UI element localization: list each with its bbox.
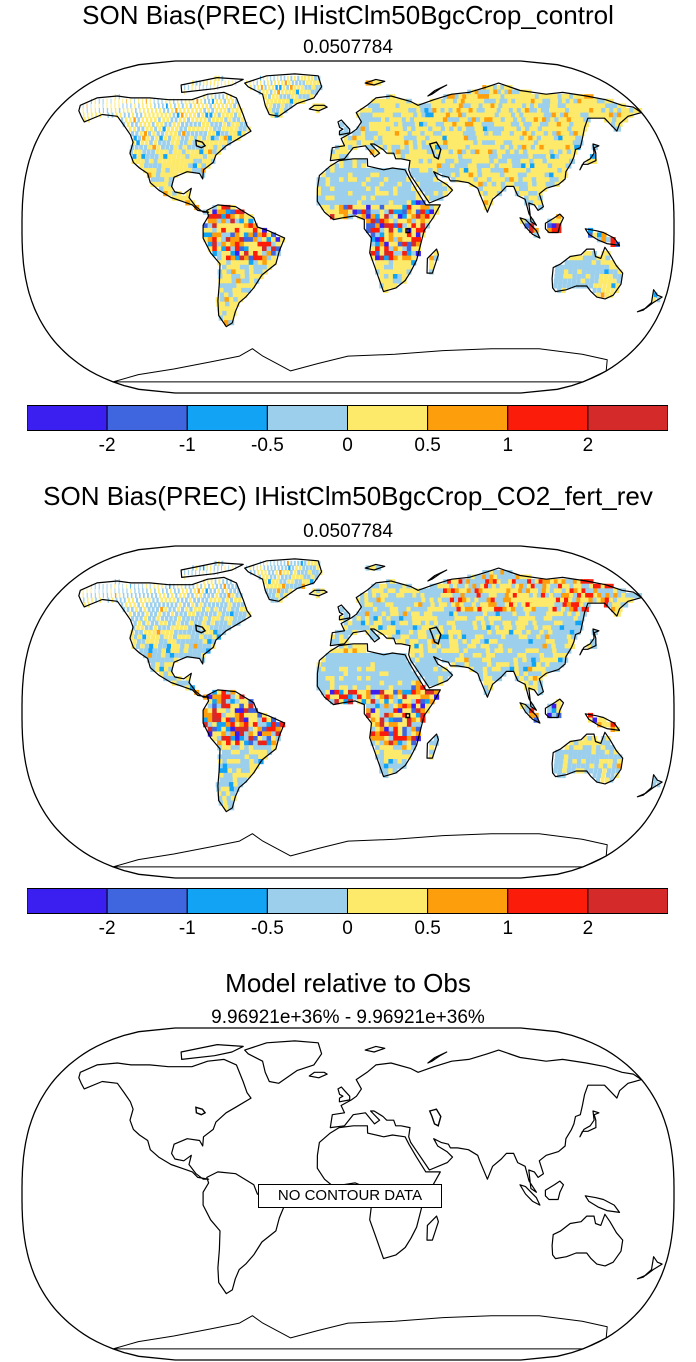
coastlines: [78, 73, 663, 383]
map-boundary: [21, 1027, 675, 1361]
colorbar-tick-label: 0: [342, 918, 353, 939]
colorbar-tick-label: 2: [582, 918, 594, 939]
colorbar-tick-label: -0.5: [251, 435, 284, 456]
colorbar-swatch: [507, 405, 589, 431]
map-boundary: [21, 60, 675, 394]
panel-2-world-map: [21, 545, 675, 879]
panel-3-title: Model relative to Obs: [225, 968, 471, 998]
colorbar-swatch: [587, 888, 668, 914]
colorbar-tick-label: -2: [98, 918, 116, 939]
panel-1-title: SON Bias(PREC) IHistClm50BgcCrop_control: [82, 0, 614, 30]
colorbar-tick-label: 0.5: [414, 918, 441, 939]
panel-1-subtitle: 0.0507784: [303, 37, 393, 58]
colorbar-swatch: [266, 405, 349, 431]
colorbar-swatch: [106, 888, 188, 914]
colorbar-swatch: [266, 888, 349, 914]
no-contour-data-label: NO CONTOUR DATA: [258, 1184, 442, 1208]
panel-1-colorbar: [27, 405, 668, 431]
colorbar-tick-label: -0.5: [251, 918, 284, 939]
panel-2-subtitle: 0.0507784: [303, 521, 393, 542]
colorbar-tick-label: 2: [582, 435, 594, 456]
colorbar-swatch: [186, 405, 268, 431]
colorbar-tick-label: -2: [98, 435, 116, 456]
colorbar-swatch: [427, 405, 509, 431]
panel-2-colorbar: [27, 888, 668, 914]
colorbar-swatch: [347, 888, 429, 914]
panel-1-world-map: [21, 60, 675, 394]
panel-1-colorbar-labels: -2 -1 -0.5 0 0.5 1 2: [0, 435, 696, 459]
coastlines: [78, 1040, 663, 1350]
colorbar-tick-label: 1: [502, 918, 514, 939]
coastlines: [78, 558, 663, 868]
colorbar-swatch: [27, 405, 108, 431]
colorbar-tick-label: -1: [178, 435, 196, 456]
precip-bias-grid: [82, 560, 661, 811]
colorbar-swatch: [587, 405, 668, 431]
colorbar-tick-label: 0: [342, 435, 353, 456]
colorbar-tick-label: -1: [178, 918, 196, 939]
panel-3-subtitle: 9.96921e+36% - 9.96921e+36%: [211, 1007, 485, 1028]
colorbar-tick-label: 0.5: [414, 435, 441, 456]
map-boundary: [21, 545, 675, 879]
colorbar-swatch: [507, 888, 589, 914]
precip-bias-grid: [82, 75, 661, 326]
colorbar-swatch: [347, 405, 429, 431]
panel-2-colorbar-labels: -2 -1 -0.5 0 0.5 1 2: [0, 918, 696, 942]
colorbar-tick-label: 1: [502, 435, 514, 456]
colorbar-swatch: [106, 405, 188, 431]
colorbar-swatch: [186, 888, 268, 914]
colorbar-swatch: [27, 888, 108, 914]
panel-2-title: SON Bias(PREC) IHistClm50BgcCrop_CO2_fer…: [43, 481, 653, 511]
colorbar-swatch: [427, 888, 509, 914]
